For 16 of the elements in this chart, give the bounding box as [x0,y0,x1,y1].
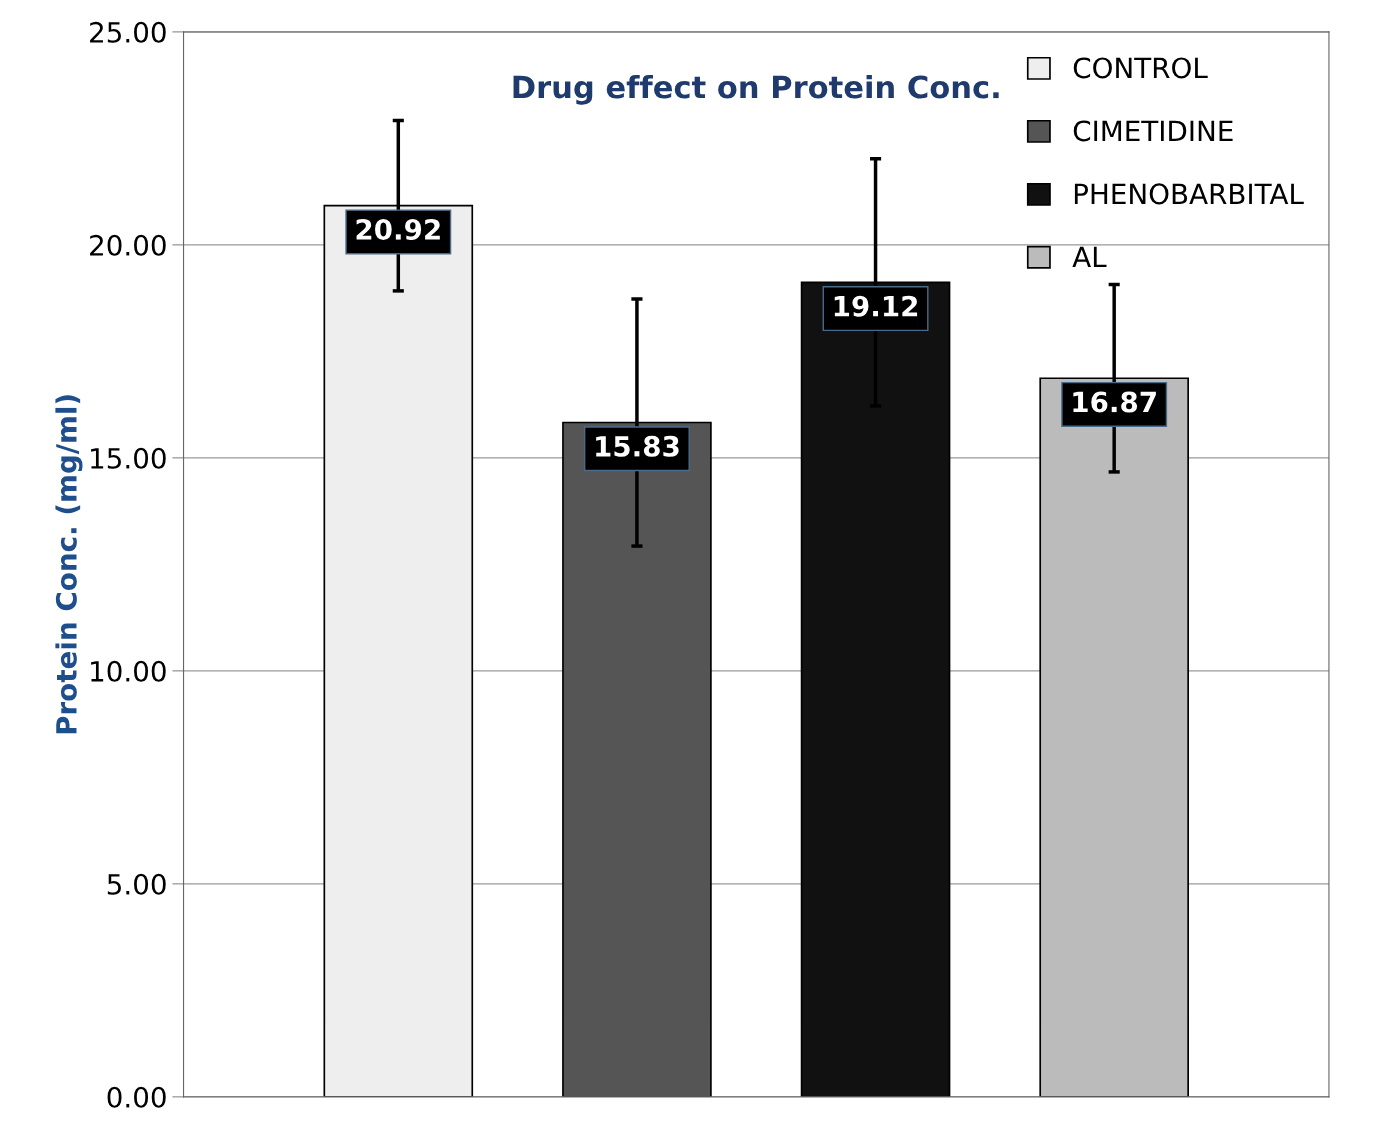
legend-label: CONTROL [1073,57,1208,79]
y-tick-label: 5.00 [107,873,166,895]
data-label: 16.87 [1073,391,1156,413]
y-tick-label: 25.00 [90,21,166,43]
data-label: 19.12 [834,295,918,317]
data-label: 15.83 [596,435,679,457]
y-tick-label: 0.00 [107,1086,166,1108]
legend-label: AL [1072,246,1107,267]
y-tick-label: 10.00 [91,660,166,682]
y-tick-label: 15.00 [91,447,166,469]
data-label: 20.92 [356,218,440,240]
legend-label: PHENOBARBITAL [1074,183,1304,205]
y-axis-title: Protein Conc. (mg/ml) [55,395,83,734]
y-tick-label: 20.00 [90,234,166,256]
legend-label: CIMETIDINE [1073,120,1233,142]
text: Drug effect on Protein Conc. [513,74,999,105]
